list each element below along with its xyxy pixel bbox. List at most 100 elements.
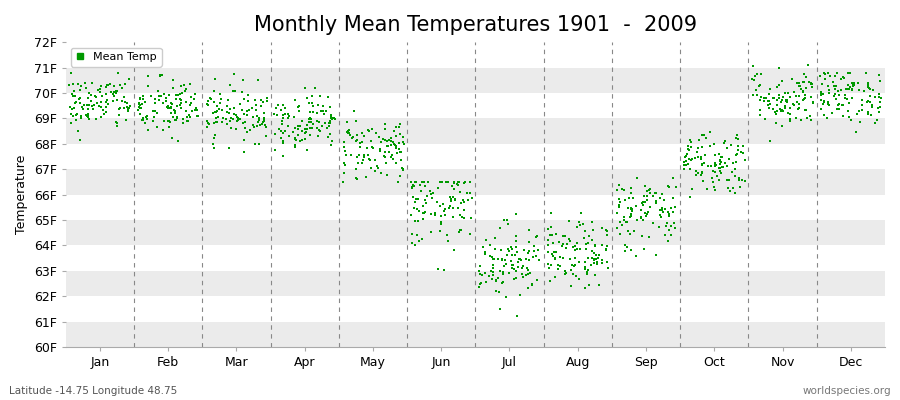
Point [200,124,214,130]
Point [151,88,166,95]
Point [585,237,599,243]
Point [625,206,639,212]
Point [434,218,448,225]
Point [209,108,223,115]
Point [508,252,523,258]
Point [389,160,403,166]
Point [547,254,562,261]
Point [822,90,836,96]
Point [558,268,572,274]
Point [82,102,96,108]
Point [342,130,356,136]
Point [356,154,371,160]
Point [587,256,601,262]
Point [353,140,367,146]
Point [509,210,524,217]
Bar [66,42,885,68]
Point [304,116,319,122]
Point [274,107,288,114]
Point [133,102,148,108]
Point [803,112,817,119]
Point [761,98,776,104]
Point [636,217,651,223]
Point [175,90,189,96]
Point [70,81,85,87]
Point [424,191,438,197]
Point [722,156,736,162]
Point [132,105,147,111]
Point [282,133,296,140]
Point [772,92,787,98]
Point [252,122,266,128]
Point [866,86,880,93]
Point [717,138,732,144]
Point [601,264,616,271]
Point [706,175,720,181]
Point [119,117,133,123]
Point [495,256,509,262]
Point [531,246,545,253]
Point [252,141,266,147]
Point [206,120,220,126]
Point [511,256,526,262]
Point [567,262,581,269]
Point [750,71,764,78]
Point [680,162,694,168]
Point [74,115,88,121]
Point [302,116,317,122]
Point [666,209,680,216]
Point [410,206,424,212]
Point [709,173,724,180]
Point [320,94,335,100]
Point [626,228,641,234]
Point [493,268,508,274]
Point [549,249,563,255]
Point [695,169,709,176]
Point [486,262,500,268]
Point [714,159,728,165]
Point [511,258,526,265]
Point [94,99,108,105]
Point [360,145,374,151]
Point [796,78,811,85]
Point [487,256,501,262]
Point [410,232,424,238]
Point [872,94,886,100]
Point [105,91,120,98]
Point [190,107,204,114]
Point [479,236,493,243]
Point [576,221,590,228]
Point [520,285,535,291]
Point [405,182,419,188]
Point [793,83,807,89]
Point [737,178,751,184]
Point [150,110,165,116]
Point [274,118,289,124]
Point [357,132,372,139]
Point [85,80,99,87]
Point [505,252,519,258]
Point [115,98,130,104]
Point [825,110,840,116]
Point [486,272,500,278]
Point [640,188,654,194]
Point [828,73,842,79]
Point [616,214,631,220]
Point [237,95,251,102]
Point [725,160,740,166]
Point [706,184,721,191]
Point [86,105,100,112]
Point [392,121,407,127]
Point [375,136,390,142]
Point [815,101,830,107]
Point [862,93,877,100]
Point [109,119,123,126]
Point [842,114,857,120]
Point [143,93,157,99]
Point [560,241,574,248]
Point [308,85,322,91]
Point [230,116,245,123]
Point [75,104,89,110]
Point [81,112,95,118]
Point [88,94,103,100]
